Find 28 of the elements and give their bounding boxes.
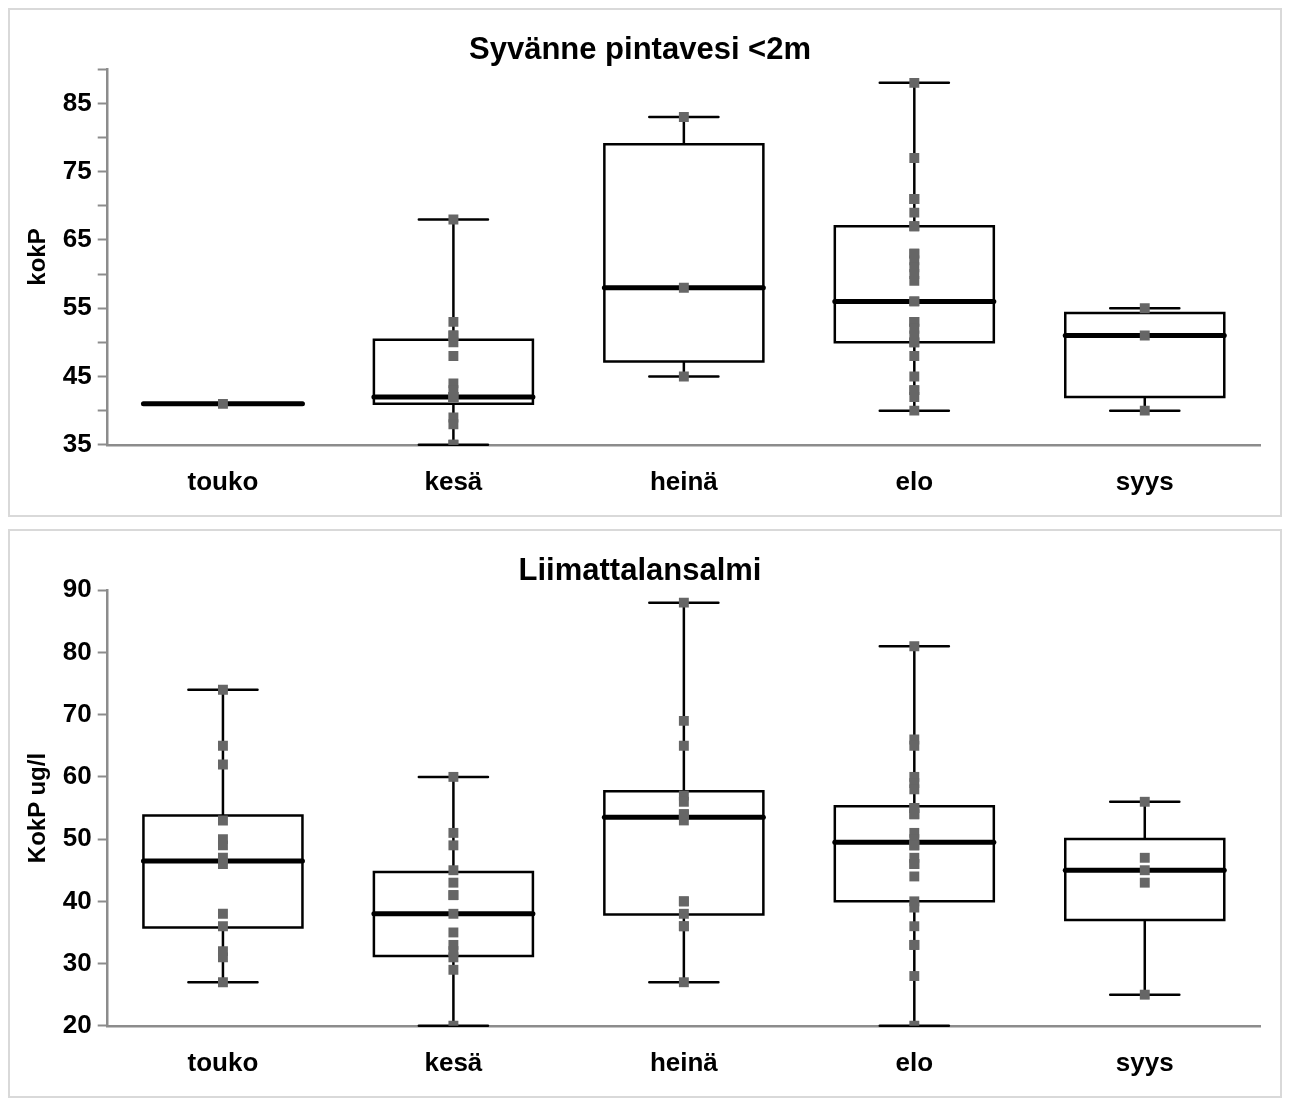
y-tick-label: 55 — [62, 291, 92, 322]
y-tick-label: 70 — [62, 697, 92, 728]
y-tick-label: 75 — [62, 154, 92, 185]
y-tick-label: 65 — [62, 223, 92, 254]
x-tick-label: elo — [895, 1046, 934, 1077]
y-tick-label: 35 — [62, 427, 92, 458]
x-tick-label: syys — [1115, 1046, 1174, 1077]
y-tick-label: 40 — [62, 884, 92, 915]
chart-title: Syvänne pintavesi <2m — [468, 31, 812, 67]
y-tick-label: 50 — [62, 822, 92, 853]
x-tick-label: elo — [895, 465, 934, 496]
y-tick-label: 30 — [62, 946, 92, 977]
y-tick-label: 90 — [62, 573, 92, 604]
x-tick-label: kesä — [424, 465, 483, 496]
x-tick-label: touko — [187, 465, 259, 496]
y-tick-label: 80 — [62, 635, 92, 666]
x-tick-label: kesä — [424, 1046, 483, 1077]
y-axis-title: KokP ug/l — [23, 752, 51, 864]
y-tick-label: 85 — [62, 86, 92, 117]
chart-title: Liimattalansalmi — [518, 552, 762, 588]
y-tick-label: 20 — [62, 1008, 92, 1039]
x-tick-label: heinä — [649, 1046, 719, 1077]
y-tick-label: 60 — [62, 760, 92, 791]
x-tick-label: touko — [187, 1046, 259, 1077]
y-axis-title: kokP — [23, 228, 51, 286]
x-tick-label: syys — [1115, 465, 1174, 496]
y-tick-label: 45 — [62, 359, 92, 390]
x-tick-label: heinä — [649, 465, 719, 496]
